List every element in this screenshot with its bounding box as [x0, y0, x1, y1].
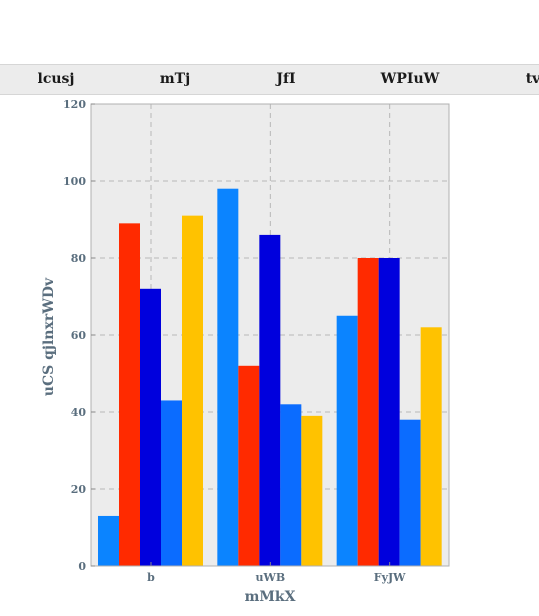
- bar-FyJW-series-2: [357, 258, 379, 566]
- bar-b-series-2: [119, 223, 140, 566]
- bar-b-series-1: [98, 515, 119, 566]
- bar-b-series-4: [161, 400, 182, 566]
- bar-uWB-series-3: [259, 234, 281, 566]
- bar-FyJW-series-4: [399, 419, 421, 566]
- bar-uWB-series-2: [238, 365, 260, 566]
- y-tick-label: 20: [71, 483, 87, 496]
- bar-FyJW-series-1: [336, 315, 358, 566]
- y-tick-label: 0: [78, 560, 86, 573]
- x-tick-label: uWB: [256, 571, 286, 584]
- y-tick-label: 40: [71, 406, 87, 419]
- y-axis-ticks: 0 20 40 60 80 100 120: [63, 98, 95, 573]
- y-tick-label: 100: [63, 175, 86, 188]
- bar-uWB-series-4: [280, 404, 302, 566]
- tab-mtj[interactable]: mTj: [159, 71, 191, 87]
- bar-FyJW-series-5: [420, 327, 442, 566]
- x-axis-label: mMkX: [245, 589, 296, 605]
- bar-b-series-3: [140, 288, 161, 566]
- bar-group: [98, 188, 442, 566]
- x-axis-ticks: b uWB FyJW: [147, 562, 406, 584]
- y-tick-label: 120: [63, 98, 86, 111]
- tab-wpiuw[interactable]: WPIuW: [380, 71, 440, 87]
- bar-uWB-series-1: [217, 188, 239, 566]
- y-tick-label: 80: [71, 252, 87, 265]
- tab-bar: lcusj mTj JfI WPIuW tv: [0, 64, 539, 95]
- tab-jfi[interactable]: JfI: [276, 71, 296, 87]
- y-tick-label: 60: [71, 329, 87, 342]
- x-tick-label: b: [147, 571, 155, 584]
- bar-b-series-5: [182, 215, 203, 566]
- bar-FyJW-series-3: [378, 258, 400, 566]
- x-tick-label: FyJW: [374, 571, 406, 584]
- tab-lcusj[interactable]: lcusj: [37, 71, 75, 87]
- bar-uWB-series-5: [301, 415, 323, 566]
- tab-tv[interactable]: tv: [525, 71, 539, 87]
- y-axis-label: uCS qjlnxrWDv: [41, 277, 57, 396]
